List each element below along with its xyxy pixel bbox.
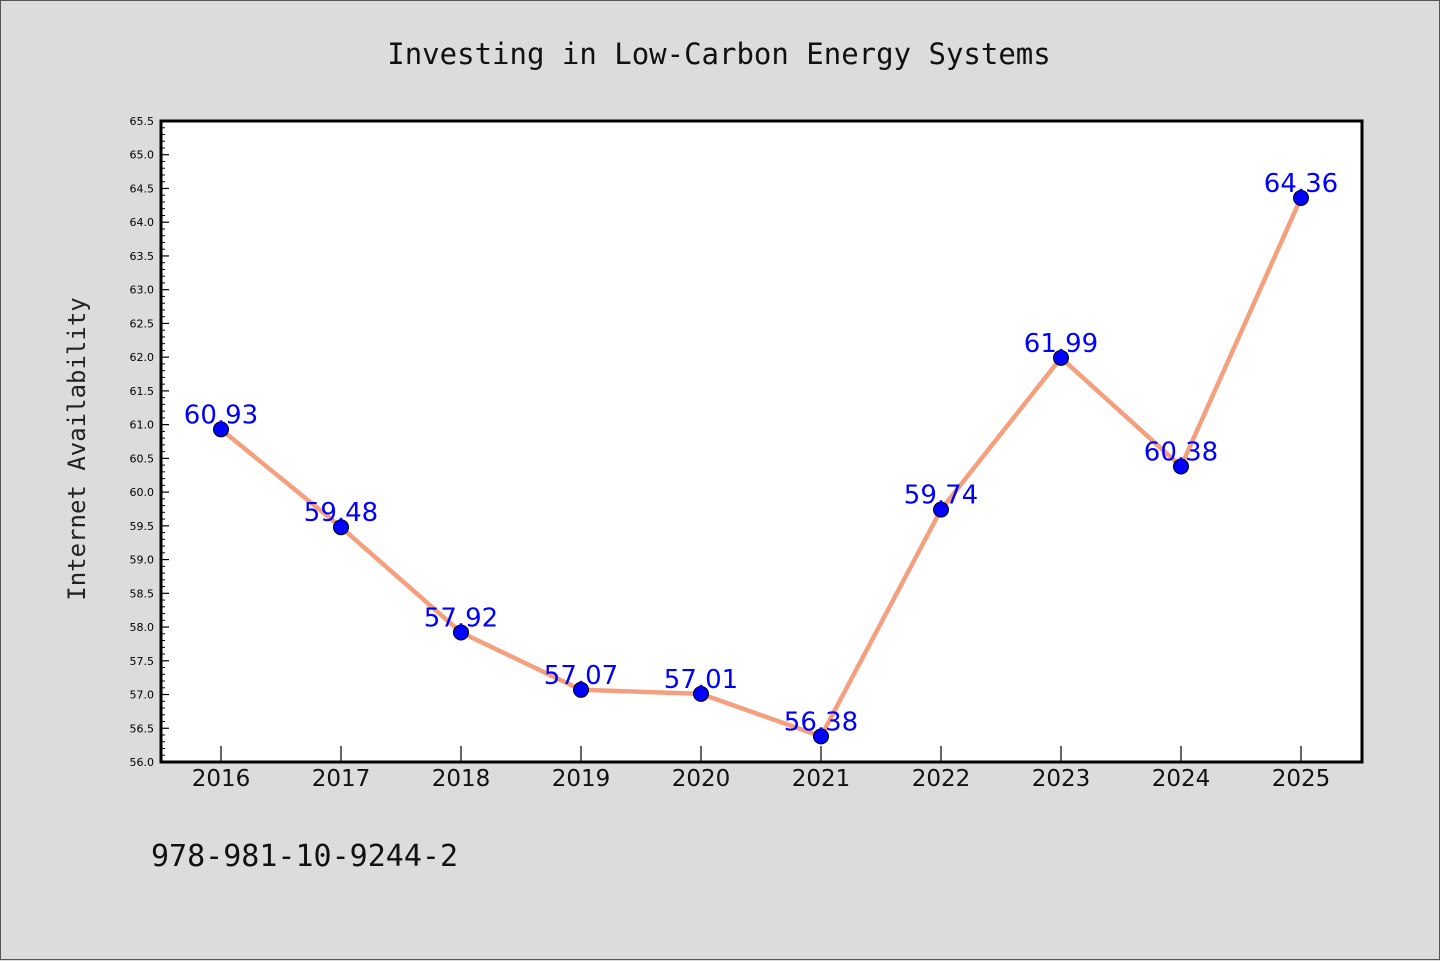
data-point-marker bbox=[693, 685, 709, 702]
data-point-marker bbox=[933, 501, 949, 518]
y-tick-label: 64.5 bbox=[130, 182, 155, 195]
series-line bbox=[219, 197, 1304, 739]
x-tick-label: 2023 bbox=[1032, 766, 1091, 792]
data-label: 59.74 bbox=[904, 481, 978, 511]
data-label: 61.99 bbox=[1024, 329, 1098, 359]
y-tick-label: 58.5 bbox=[130, 587, 155, 600]
y-tick-label: 56.5 bbox=[130, 722, 155, 735]
data-point-marker bbox=[1173, 458, 1189, 475]
data-label: 57.92 bbox=[424, 603, 498, 633]
data-label-group: 60.93 59.48 57.92 57.07 57.01 56.38 59.74 61.99… bbox=[184, 169, 1338, 737]
x-tick-label: 2019 bbox=[552, 766, 611, 792]
data-label: 60.38 bbox=[1144, 437, 1218, 467]
data-label: 57.01 bbox=[664, 665, 738, 695]
data-label: 59.48 bbox=[304, 498, 378, 528]
data-label: 60.93 bbox=[184, 400, 258, 430]
y-tick-label: 59.0 bbox=[130, 554, 155, 567]
y-tick-label: 61.0 bbox=[130, 419, 155, 432]
chart-title: Investing in Low-Carbon Energy Systems bbox=[387, 37, 1050, 71]
marker-group bbox=[213, 189, 1309, 745]
series-line-group bbox=[219, 197, 1304, 739]
y-tick-label: 59.5 bbox=[130, 520, 155, 533]
data-label: 64.36 bbox=[1264, 169, 1338, 199]
data-point-marker bbox=[1053, 349, 1069, 366]
data-label: 56.38 bbox=[784, 707, 858, 737]
y-axis-label: Internet Availability bbox=[63, 297, 91, 600]
data-point-marker bbox=[573, 681, 589, 698]
y-tick-label: 62.0 bbox=[130, 351, 155, 364]
y-tick-label: 60.5 bbox=[130, 452, 155, 465]
data-point-marker bbox=[453, 624, 469, 641]
x-axis-ticks: 2016 2017 2018 2019 2020 2021 2022 2023 2024 2025 bbox=[192, 746, 1331, 792]
x-tick-label: 2025 bbox=[1272, 766, 1331, 792]
y-tick-label: 56.0 bbox=[130, 756, 155, 769]
y-tick-label: 64.0 bbox=[130, 216, 155, 229]
y-tick-label: 58.0 bbox=[130, 621, 155, 634]
x-tick-label: 2018 bbox=[432, 766, 491, 792]
y-tick-label: 61.5 bbox=[130, 385, 155, 398]
y-tick-label: 63.5 bbox=[130, 250, 155, 263]
data-point-marker bbox=[333, 519, 349, 536]
y-tick-label: 65.5 bbox=[130, 115, 155, 128]
plot-frame bbox=[159, 119, 1364, 764]
x-tick-label: 2024 bbox=[1152, 766, 1211, 792]
data-point-marker bbox=[213, 421, 229, 438]
y-tick-label: 57.5 bbox=[130, 655, 155, 668]
y-tick-label: 63.0 bbox=[130, 284, 155, 297]
data-point-marker bbox=[1293, 189, 1309, 206]
x-tick-label: 2022 bbox=[912, 766, 971, 792]
x-tick-label: 2017 bbox=[312, 766, 371, 792]
y-tick-label: 57.0 bbox=[130, 689, 155, 702]
x-tick-label: 2016 bbox=[192, 766, 251, 792]
y-tick-label: 65.0 bbox=[130, 149, 155, 162]
x-tick-label: 2020 bbox=[672, 766, 731, 792]
y-tick-label: 60.0 bbox=[130, 486, 155, 499]
x-tick-label: 2021 bbox=[792, 766, 851, 792]
y-tick-label: 62.5 bbox=[130, 317, 155, 330]
data-point-marker bbox=[813, 728, 829, 745]
isbn-footer: 978-981-10-9244-2 bbox=[151, 839, 458, 874]
data-label: 57.07 bbox=[544, 661, 618, 691]
plot-area bbox=[161, 121, 1362, 762]
y-axis-ticks: 56.0 56.5 57.0 57.5 58.0 58.5 59.0 59.5 60.0 60.5… bbox=[130, 115, 169, 769]
